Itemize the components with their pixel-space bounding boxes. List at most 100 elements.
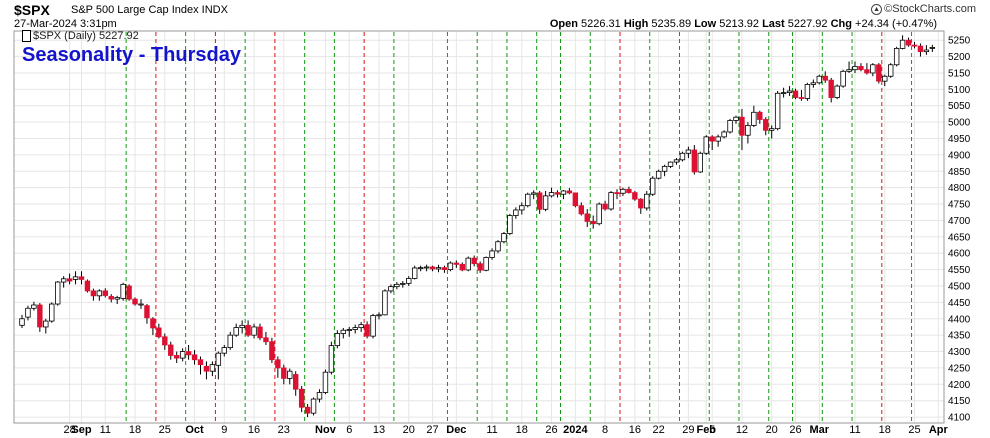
y-tick-label: 4700 [948, 216, 971, 227]
high-value: 5235.89 [651, 18, 692, 30]
series-legend: $SPX (Daily) 5227.92 [22, 30, 139, 43]
candle-body [661, 165, 668, 172]
candle-body [870, 64, 876, 74]
candle [733, 115, 739, 124]
datetime: 27-Mar-2024 3:31pm [14, 18, 117, 30]
candle [31, 301, 37, 311]
candle-body [709, 136, 715, 142]
chg-label: Chg [830, 18, 852, 30]
candle-body [245, 324, 251, 336]
candle-body [120, 283, 126, 299]
x-tick-label: 20 [766, 424, 778, 436]
candle [108, 294, 114, 303]
x-tick-label: 18 [879, 424, 891, 436]
candle [179, 348, 186, 362]
candle-body [465, 257, 471, 271]
candle [893, 46, 900, 67]
candle [650, 176, 656, 196]
candle [138, 299, 144, 309]
candle-body [477, 263, 483, 271]
candle-body [786, 90, 793, 94]
x-tick-label: 11 [100, 424, 111, 436]
candle-body [203, 365, 210, 372]
candle-body [507, 215, 513, 234]
candle-body [751, 111, 757, 126]
candle [578, 202, 584, 216]
candle [310, 397, 317, 416]
candle-body [525, 193, 531, 207]
candle-body [638, 198, 644, 209]
candle-body [72, 276, 79, 280]
candle [37, 303, 43, 332]
candle [501, 231, 507, 244]
candle-body [447, 262, 454, 271]
y-tick-label: 5100 [948, 85, 971, 96]
candle-body [441, 267, 448, 271]
candle [697, 151, 703, 173]
y-tick-label: 4450 [948, 298, 971, 309]
symbol: $SPX [14, 2, 50, 18]
candle [120, 282, 126, 301]
candle [536, 190, 543, 214]
x-tick-label: 8 [602, 424, 608, 436]
brand[interactable]: ▲ ©StockCharts.com [871, 3, 976, 15]
candle-body [138, 303, 144, 306]
candle-body [370, 315, 376, 337]
candle [905, 37, 912, 47]
candle-body [275, 359, 281, 369]
candle [144, 304, 150, 324]
candle [572, 192, 579, 208]
x-tick-label: Feb [696, 424, 716, 436]
grid-layer [14, 31, 944, 423]
candle [483, 256, 489, 272]
candle [810, 79, 817, 88]
candle-body [667, 161, 674, 167]
candle-body [251, 326, 257, 336]
candle-body [596, 203, 602, 225]
candle-body [554, 192, 561, 195]
candle [638, 198, 644, 214]
candle-body [774, 92, 781, 130]
candle [43, 318, 49, 334]
y-tick-label: 4250 [948, 363, 971, 374]
candle-body [168, 344, 174, 356]
candle-body [572, 192, 579, 207]
candle [882, 74, 888, 87]
candle [899, 35, 906, 50]
x-tick-label: 27 [426, 424, 438, 436]
candle-body [90, 290, 97, 297]
candle [298, 385, 305, 413]
candle [864, 63, 870, 75]
candle-body [423, 266, 430, 269]
candle [388, 284, 394, 294]
candle-body [263, 337, 269, 343]
high-label: High [623, 18, 649, 30]
candle-body [191, 354, 198, 361]
candle [90, 288, 97, 301]
candle [334, 330, 341, 349]
candle-body [471, 257, 477, 265]
candle [655, 169, 662, 180]
candle [721, 130, 727, 139]
candles [19, 35, 936, 418]
candle-body [727, 120, 733, 133]
candle-body [923, 49, 930, 53]
candle [870, 63, 876, 77]
candle [168, 341, 174, 360]
candle-body [126, 285, 132, 300]
y-tick-label: 4600 [948, 249, 971, 260]
x-tick-label: 6 [346, 424, 352, 436]
candle-body [578, 205, 584, 215]
candle-body [55, 281, 61, 305]
candle-body [382, 290, 388, 316]
y-tick-label: 5000 [948, 118, 971, 129]
candle [453, 260, 460, 268]
candle-body [685, 149, 692, 154]
candle-body [816, 75, 822, 84]
candle [745, 122, 751, 144]
candle-body [364, 324, 370, 337]
candle-body [644, 193, 650, 209]
candle-body [19, 318, 25, 326]
candle-body [864, 69, 870, 74]
candle [792, 88, 799, 100]
